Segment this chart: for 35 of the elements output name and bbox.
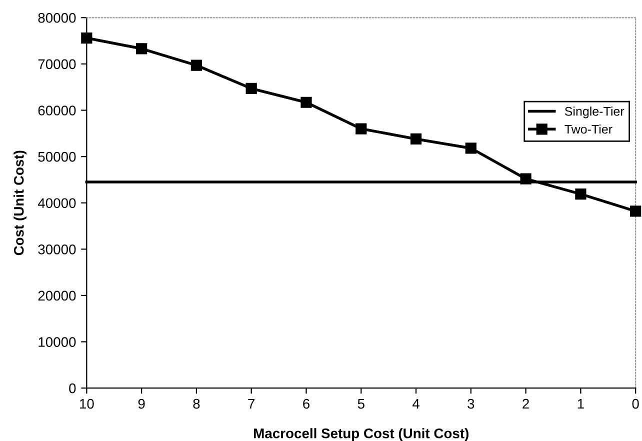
- x-tick-label: 8: [193, 398, 200, 409]
- point: [520, 173, 532, 184]
- y-tick-label: 0: [69, 383, 76, 394]
- x-tick-label: 9: [138, 398, 145, 409]
- x-tick-label: 4: [412, 399, 420, 409]
- point: [81, 32, 92, 44]
- point: [575, 188, 586, 200]
- point: [630, 206, 642, 217]
- point: [465, 142, 476, 154]
- x-tick-label: 6: [303, 398, 310, 409]
- y-tick-label: 60000: [38, 106, 76, 116]
- x-tick-label: 10: [80, 398, 94, 409]
- point: [410, 133, 422, 145]
- y-tick-label: 20000: [38, 290, 76, 301]
- point: [136, 43, 148, 54]
- y-tick-label: 50000: [38, 152, 76, 162]
- x-tick-label: 3: [468, 398, 474, 409]
- x-tick-label: 2: [522, 398, 529, 409]
- legend-label: Single-Tier: [564, 106, 624, 118]
- point: [246, 82, 257, 94]
- x-tick-label: 7: [248, 399, 255, 409]
- y-axis-title: Cost (Unit Cost): [14, 150, 27, 256]
- y-tick-label: 70000: [38, 59, 76, 70]
- x-axis-title: Macrocell Setup Cost (Unit Cost): [254, 428, 468, 441]
- point: [300, 96, 312, 108]
- y-tick-label: 10000: [38, 337, 76, 347]
- y-tick-label: 80000: [38, 12, 76, 23]
- x-tick-label: 5: [358, 399, 364, 409]
- x-tick-label: 0: [632, 398, 639, 409]
- point: [190, 60, 202, 71]
- y-tick-label: 30000: [38, 244, 76, 254]
- legend-label: Two-Tier: [564, 124, 612, 134]
- y-tick-label: 40000: [38, 198, 76, 208]
- point: [356, 123, 367, 134]
- x-tick-label: 1: [578, 399, 584, 409]
